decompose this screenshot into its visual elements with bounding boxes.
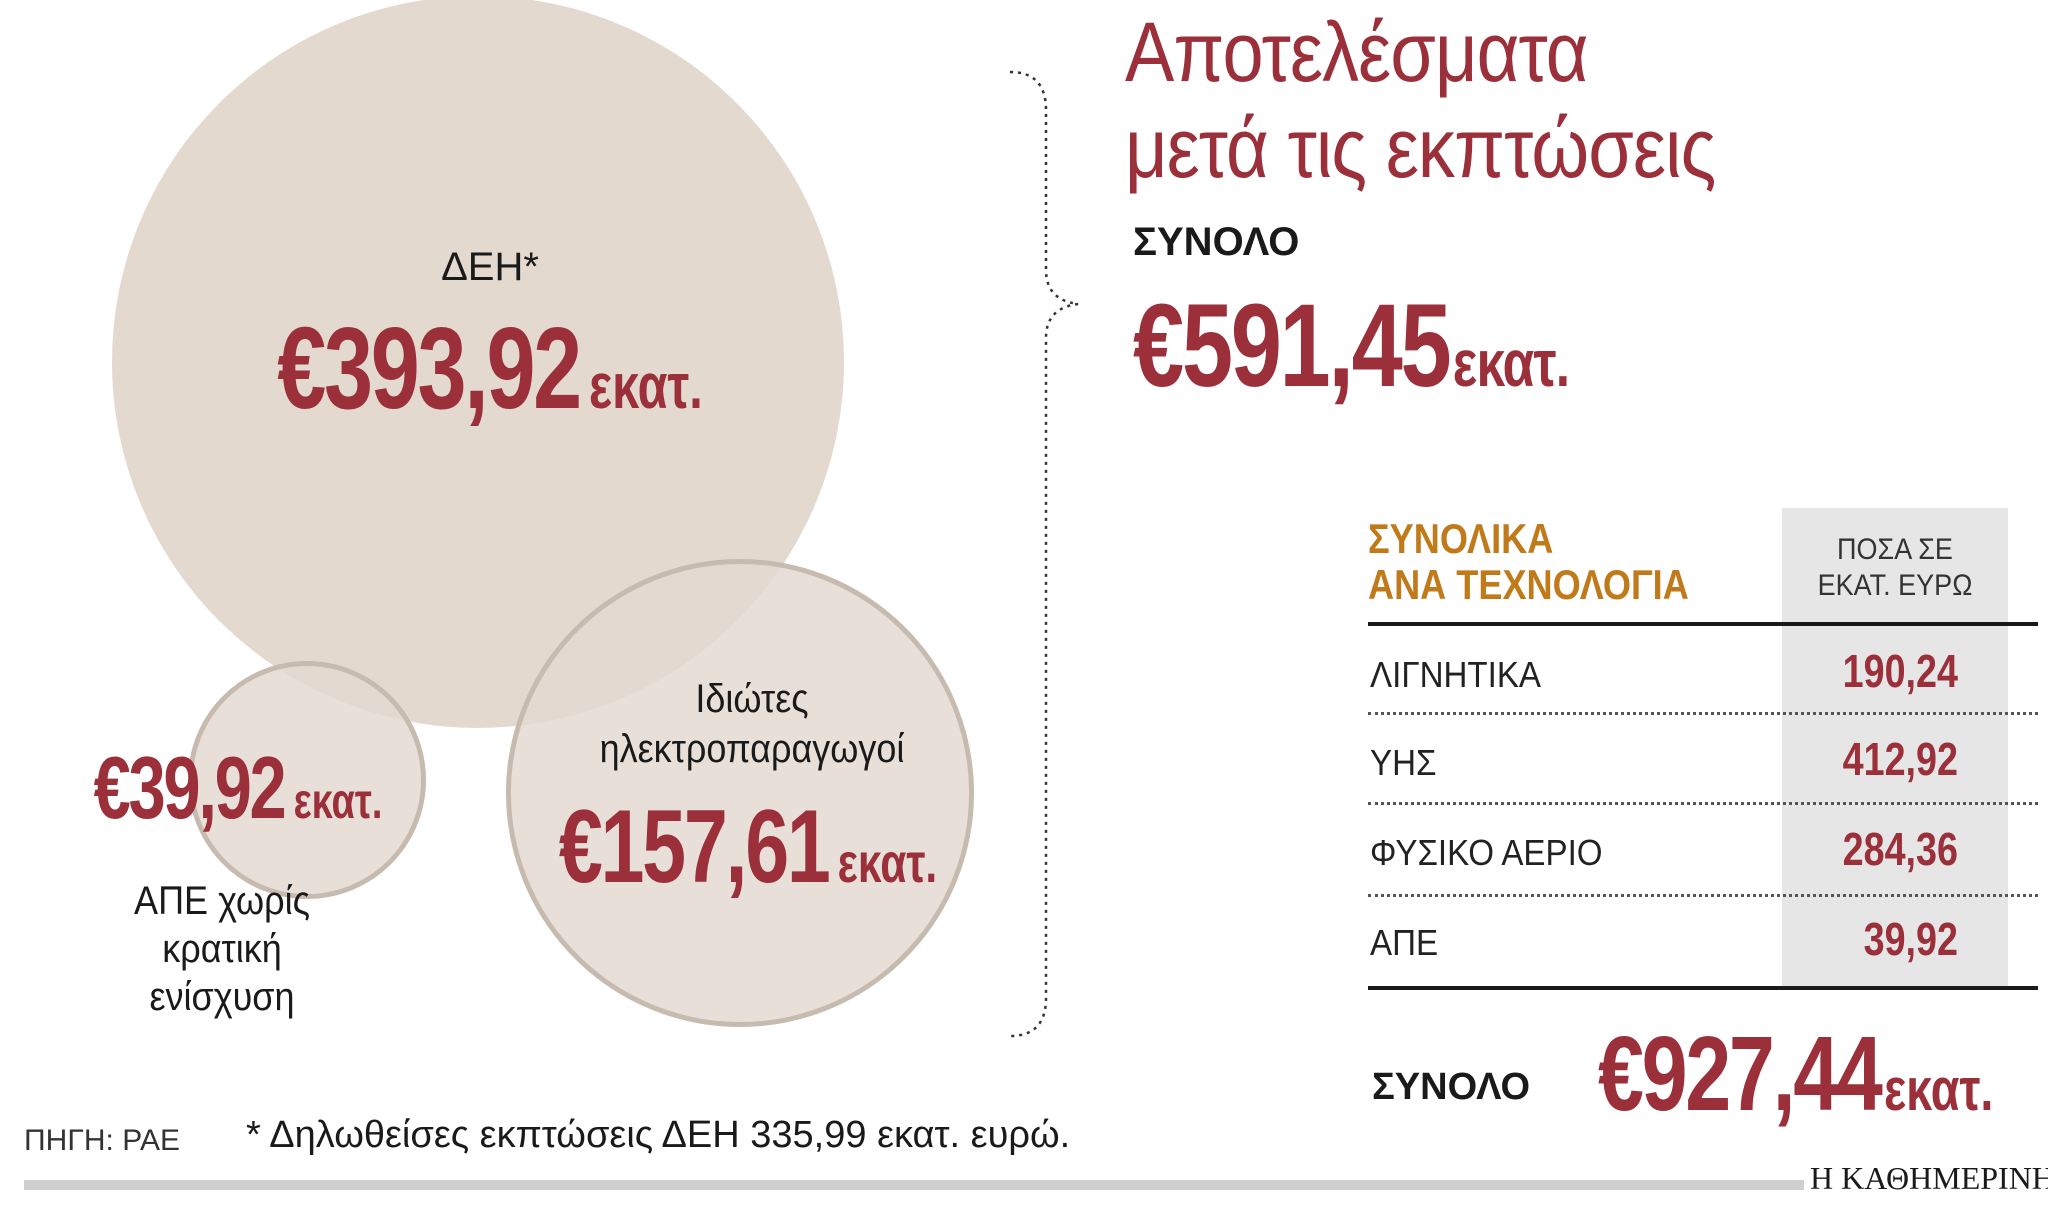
column-header-line-1: ΠΟΣΑ ΣΕ [1837,533,1953,566]
table-row-value: 412,92 [1842,733,1958,785]
bubble-value-deh: €393,92 εκατ. [277,303,703,432]
publisher-logo: Η ΚΑΘΗΜΕΡΙΝΗ [1810,1160,2048,1196]
overall-total-amount: €591,45 [1133,280,1452,412]
table-row-value: 190,24 [1842,645,1958,697]
table-row-label: ΦΥΣΙΚΟ ΑΕΡΙΟ [1370,832,1603,873]
table-total-label: ΣΥΝΟΛΟ [1372,1066,1531,1108]
value-column-header: ΠΟΣΑ ΣΕ ΕΚΑΤ. ΕΥΡΩ [1793,532,1996,604]
bubble-value-res: €39,92 εκατ. [94,738,383,837]
table-bottom-rule [1368,986,2038,990]
table-total-unit: εκατ. [1883,1056,1994,1123]
brace-connector [1009,70,1079,1038]
bubble-name-res-line-3: ενίσχυση [149,975,294,1019]
table-top-rule [1368,622,2038,626]
footnote: * Δηλωθείσες εκπτώσεις ΔΕΗ 335,99 εκατ. … [246,1114,1071,1156]
table-row-divider [1368,712,2038,715]
table-row-label: ΛΙΓΝΗΤΙΚΑ [1370,654,1542,695]
table-total-value: €927,44 εκατ. [1598,1014,1993,1135]
title-line-1: Αποτελέσματα [1125,5,1589,99]
table-row-divider [1368,894,2038,897]
table-row-divider [1368,802,2038,805]
bubble-1 [505,558,975,1028]
bubble-chart: ΔΕΗ* €393,92 εκατ. Ιδιώτες ηλεκτροπαραγωγοί €… [94,0,1079,1038]
table-row-value: 284,36 [1842,823,1958,875]
bubble-2 [187,660,427,900]
page-title: Αποτελέσματα μετά τις εκπτώσεις [1125,4,1716,196]
technology-title-line-2: ΑΝΑ ΤΕΧΝΟΛΟΓΙΑ [1368,561,1689,608]
technology-title-line-1: ΣΥΝΟΛΙΚΑ [1368,515,1554,562]
bubble-name-res-line-2: κρατική [162,927,282,971]
technology-table-title: ΣΥΝΟΛΙΚΑ ΑΝΑ ΤΕΧΝΟΛΟΓΙΑ [1368,516,1689,608]
value-column-shade [1782,508,2008,988]
bubble-name-res-line-1: ΑΠΕ χωρίς [134,879,310,923]
source-note: ΠΗΓΗ: ΡΑΕ [24,1124,180,1157]
table-row-label: ΥΗΣ [1370,742,1437,783]
table-total-amount: €927,44 [1598,1015,1883,1133]
overall-total-value: €591,45 εκατ. [1133,278,1570,414]
bubble-name-private-line-1: Ιδιώτες [695,677,808,721]
column-header-line-2: ΕΚΑΤ. ΕΥΡΩ [1817,569,1973,602]
bubble-0 [112,0,844,728]
overall-total-label: ΣΥΝΟΛΟ [1133,220,1300,264]
table-row-label: ΑΠΕ [1370,922,1439,963]
overall-total-unit: εκατ. [1452,326,1570,400]
bottom-bar [24,1180,1804,1190]
bubble-value-private: €157,61 εκατ. [559,787,937,904]
title-line-2: μετά τις εκπτώσεις [1125,101,1716,195]
table-row-value: 39,92 [1863,913,1958,965]
bubble-name-deh: ΔΕΗ* [441,245,539,289]
bubble-name-private-line-2: ηλεκτροπαραγωγοί [600,727,905,771]
